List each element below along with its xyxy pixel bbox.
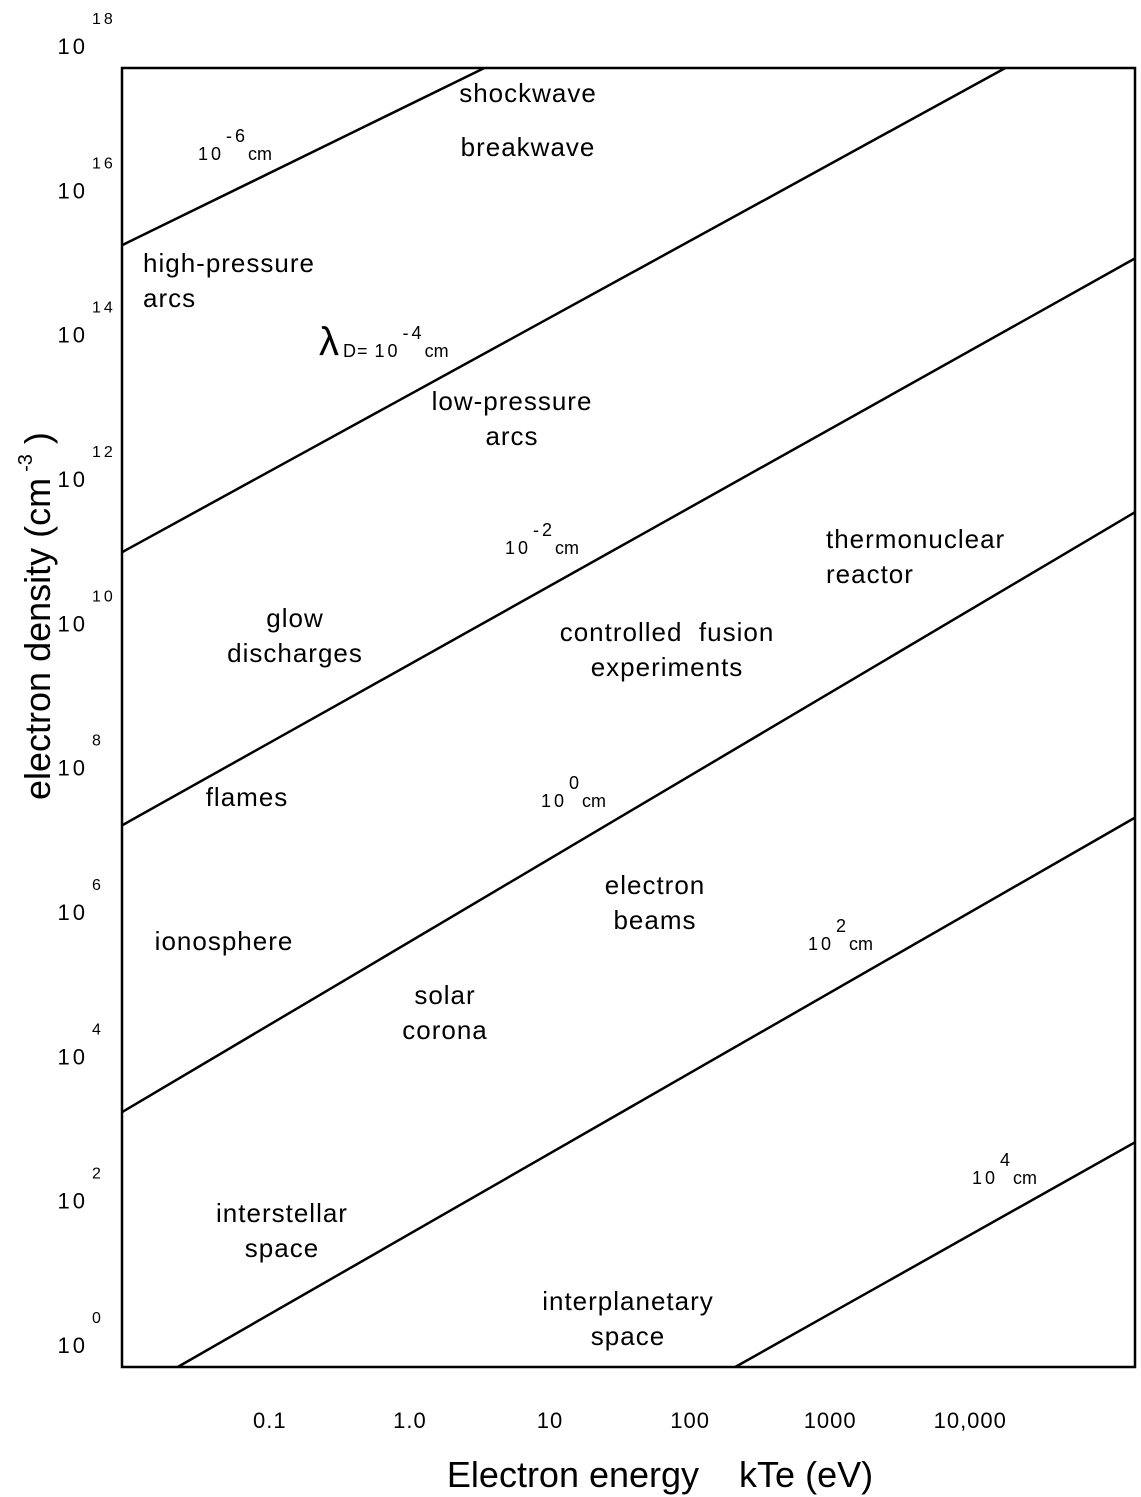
y-tick-exponent: 0 <box>92 1310 104 1327</box>
y-tick-label: 10 <box>58 1333 88 1358</box>
region-label: thermonuclear <box>826 524 1005 554</box>
line-label: 100cm <box>541 773 606 811</box>
x-tick-label: 10 <box>537 1408 563 1433</box>
region-label: experiments <box>591 652 744 682</box>
region-label: interplanetary <box>542 1286 714 1316</box>
region-label: arcs <box>485 421 538 451</box>
y-tick-label: 10 <box>58 467 88 492</box>
x-tick-label: 1000 <box>804 1408 857 1433</box>
region-label: glow <box>266 603 323 633</box>
line-label-unit: cm <box>582 791 606 811</box>
line-label-exp: 4 <box>1000 1150 1013 1170</box>
line-label-exp: -4 <box>403 323 425 343</box>
y-tick-label: 10 <box>58 900 88 925</box>
y-tick-exponent: 14 <box>92 300 116 317</box>
x-tick-label: 100 <box>670 1408 710 1433</box>
line-label-base: 10 <box>375 341 401 361</box>
line-label-unit: cm <box>425 341 449 361</box>
line-label-base: 10 <box>541 791 567 811</box>
y-tick-label: 10 <box>58 34 88 59</box>
region-label: arcs <box>143 283 196 313</box>
y-tick-exponent: 6 <box>92 877 104 894</box>
line-label: 104cm <box>972 1150 1037 1188</box>
debye-line <box>177 816 1136 1369</box>
lambda-symbol: λ <box>319 320 339 364</box>
debye-line <box>121 66 1006 554</box>
y-tick-label: 10 <box>58 178 88 203</box>
y-axis-title-text: electron density (cm <box>17 478 58 800</box>
region-label: flames <box>206 782 289 812</box>
y-tick-label: 10 <box>58 1189 88 1214</box>
x-axis-title: Electron energy kTe (eV) <box>447 1454 873 1495</box>
plot-frame <box>120 66 1137 1369</box>
y-axis-title-close: ) <box>17 432 58 444</box>
line-label-unit: cm <box>248 144 272 164</box>
region-label: high-pressure <box>143 248 315 278</box>
y-tick-exponent: 2 <box>92 1166 104 1183</box>
region-label: solar <box>414 980 475 1010</box>
debye-line <box>734 1141 1136 1369</box>
y-axis-title: electron density (cm -3) <box>15 432 58 800</box>
region-label: discharges <box>227 638 363 668</box>
region-label: corona <box>402 1015 488 1045</box>
x-tick-label: 1.0 <box>393 1408 427 1433</box>
line-label-exp: -2 <box>533 520 555 540</box>
line-label-base: 10 <box>198 144 224 164</box>
region-label: interstellar <box>216 1198 348 1228</box>
line-label-exp: 0 <box>569 773 582 793</box>
region-label: electron <box>605 870 706 900</box>
x-tick-label: 10,000 <box>934 1408 1007 1433</box>
y-tick-label: 10 <box>58 1044 88 1069</box>
debye-line <box>121 257 1136 827</box>
line-label: 10-2cm <box>505 520 579 558</box>
line-label: 10-6cm <box>198 126 272 164</box>
debye-line <box>121 511 1136 1114</box>
y-tick-label: 10 <box>58 323 88 348</box>
line-label-sub: D= <box>343 341 369 361</box>
line-label: 102cm <box>808 916 873 954</box>
y-tick-exponent: 4 <box>92 1021 104 1038</box>
y-tick-label: 10 <box>58 611 88 636</box>
region-label: controlled fusion <box>560 617 775 647</box>
line-label-base: 10 <box>505 538 531 558</box>
y-tick-exponent: 8 <box>92 733 104 750</box>
line-label-exp: -6 <box>226 126 248 146</box>
y-tick-label: 10 <box>58 756 88 781</box>
line-label-unit: cm <box>1013 1168 1037 1188</box>
region-label: shockwave <box>459 78 597 108</box>
line-label-unit: cm <box>555 538 579 558</box>
y-tick-exponent: 12 <box>92 444 116 461</box>
region-label: reactor <box>826 559 914 589</box>
line-label-base: 10 <box>972 1168 998 1188</box>
y-tick-exponent: 16 <box>92 155 116 172</box>
region-label: space <box>245 1233 319 1263</box>
y-axis-title-exp: -3 <box>15 454 37 472</box>
region-label: space <box>591 1321 665 1351</box>
y-tick-exponent: 10 <box>92 588 116 605</box>
region-label: low-pressure <box>432 386 593 416</box>
line-label-base: 10 <box>808 934 834 954</box>
line-label: D= 10-4cm <box>343 323 449 361</box>
y-tick-exponent: 18 <box>92 11 116 28</box>
x-tick-label: 0.1 <box>253 1408 287 1433</box>
line-label-exp: 2 <box>836 916 849 936</box>
line-label-unit: cm <box>849 934 873 954</box>
region-label: breakwave <box>461 132 596 162</box>
debye-line <box>121 66 485 247</box>
region-label: ionosphere <box>155 926 294 956</box>
region-label: beams <box>613 905 696 935</box>
